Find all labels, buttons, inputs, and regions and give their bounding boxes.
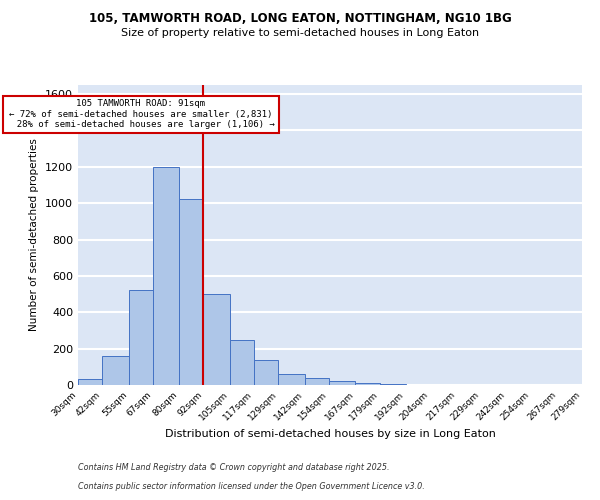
Bar: [102, 356, 128, 385]
Bar: [230, 340, 254, 385]
Text: Contains HM Land Registry data © Crown copyright and database right 2025.: Contains HM Land Registry data © Crown c…: [78, 464, 389, 472]
Bar: [179, 198, 203, 385]
Y-axis label: Number of semi-detached properties: Number of semi-detached properties: [29, 138, 40, 332]
Bar: [254, 360, 278, 385]
Bar: [153, 167, 179, 385]
Text: 105 TAMWORTH ROAD: 91sqm
← 72% of semi-detached houses are smaller (2,831)
  28%: 105 TAMWORTH ROAD: 91sqm ← 72% of semi-d…: [7, 99, 275, 129]
Bar: [78, 378, 102, 385]
Bar: [380, 384, 406, 385]
Bar: [355, 383, 380, 385]
Text: Size of property relative to semi-detached houses in Long Eaton: Size of property relative to semi-detach…: [121, 28, 479, 38]
Bar: [329, 381, 355, 385]
Text: 105, TAMWORTH ROAD, LONG EATON, NOTTINGHAM, NG10 1BG: 105, TAMWORTH ROAD, LONG EATON, NOTTINGH…: [89, 12, 511, 26]
Bar: [128, 290, 153, 385]
Text: Contains public sector information licensed under the Open Government Licence v3: Contains public sector information licen…: [78, 482, 425, 491]
Bar: [203, 294, 230, 385]
X-axis label: Distribution of semi-detached houses by size in Long Eaton: Distribution of semi-detached houses by …: [164, 429, 496, 439]
Bar: [278, 374, 305, 385]
Bar: [305, 378, 329, 385]
